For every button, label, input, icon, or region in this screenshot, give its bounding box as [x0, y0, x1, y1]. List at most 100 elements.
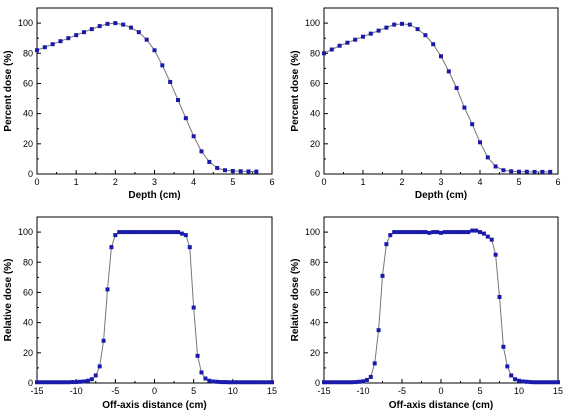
profile-left-data-point [176, 230, 180, 235]
profile-right-data-point [349, 380, 354, 385]
profile-right-x-tick-label: -15 [317, 386, 330, 396]
pdd-left-data-point [246, 169, 251, 174]
pdd-right-data-point [337, 43, 342, 48]
profile-left-data-point [89, 377, 94, 382]
profile-left-data-point [35, 380, 39, 385]
pdd-right-data-point [361, 34, 365, 39]
profile-left-data-point [50, 380, 55, 385]
profile-right-data-point [384, 242, 389, 247]
pdd-right-data-point [439, 54, 443, 59]
pdd-left-data-point [199, 149, 204, 154]
profile-right-data-point [520, 379, 525, 384]
profile-left-data-point [223, 380, 227, 385]
pdd-right-data-point [478, 140, 482, 145]
profile-right-data-point [485, 234, 490, 239]
pdd-right-data-point [415, 27, 420, 32]
profile-right-data-point [556, 380, 560, 385]
profile-right-ylabel: Relative dose (%) [290, 259, 301, 342]
pdd-left-data-point [42, 45, 47, 50]
pdd-right-data-point [454, 85, 459, 90]
profile-left-data-point [262, 380, 267, 385]
profile-right-data-point [345, 380, 350, 385]
pdd-right-data-point [501, 168, 506, 173]
pdd-right-data-point [392, 22, 397, 27]
profile-right-data-point [517, 378, 521, 383]
profile-right-x-tick-label: -10 [356, 386, 369, 396]
profile-left-y-tick-label: 80 [23, 257, 33, 267]
profile-right-data-point [548, 380, 553, 385]
profile-left-data-point [183, 233, 188, 238]
profile-left-data-point [82, 379, 86, 384]
profile-right-data-point [333, 380, 338, 385]
pdd-left-data-point [97, 24, 102, 29]
pdd-left-y-tick-label: 0 [28, 169, 33, 179]
profile-left-x-tick-label: 5 [191, 386, 196, 396]
profile-left-data-point [70, 380, 75, 385]
pdd-right-x-tick-label: 0 [321, 177, 326, 187]
profile-right-data-point [380, 273, 385, 278]
pdd-left-data-point [183, 116, 188, 121]
profile-left-data-point [132, 230, 137, 235]
profile-left-x-tick-label: -10 [70, 386, 83, 396]
pdd-left-data-point [50, 42, 55, 47]
panel-profile-left: Off-axis distance (cm) Relative dose (%)… [3, 216, 277, 411]
pdd-right-ylabel: Percent dose (%) [290, 50, 301, 131]
profile-right-data-point [439, 230, 443, 235]
profile-left-x-tick-label: -15 [30, 386, 43, 396]
profile-right-data-point [341, 380, 346, 385]
profile-left-data-point [129, 230, 133, 235]
profile-right-data-point [400, 230, 404, 235]
pdd-right-data-point [485, 155, 490, 160]
profile-left-data-point [117, 230, 122, 235]
pdd-right-data-point [493, 164, 498, 169]
profile-right-data-point [431, 230, 436, 235]
pdd-left-xlabel: Depth (cm) [128, 190, 180, 201]
profile-left-data-point [246, 380, 251, 385]
pdd-left-ylabel: Percent dose (%) [3, 50, 14, 131]
profile-right-data-point [427, 230, 432, 235]
pdd-left-data-point [207, 159, 212, 164]
pdd-right-data-point [462, 105, 467, 110]
profile-right-y-tick-label: 0 [315, 378, 320, 388]
pdd-right-y-tick-label: 100 [305, 18, 320, 28]
profile-left-data-point [97, 364, 102, 369]
profile-left-data-point [144, 230, 149, 235]
profile-left-data-point [207, 378, 212, 383]
profile-right-data-point [552, 380, 557, 385]
panel-pdd-left: Depth (cm) Percent dose (%) 0 1 2 3 4 5 602040… [3, 7, 275, 201]
profile-right-data-point [388, 233, 393, 238]
pdd-left-x-tick-label: 1 [74, 177, 79, 187]
pdd-right-x-tick-label: 6 [555, 177, 560, 187]
pdd-right-data-point [376, 28, 381, 33]
profile-right-x-tick-label: 10 [514, 386, 524, 396]
pdd-right-data-point [548, 169, 553, 174]
profile-right-data-point [532, 380, 537, 385]
pdd-left-data-point [136, 30, 141, 35]
profile-right-data-point [322, 380, 326, 385]
profile-right-y-tick-label: 60 [310, 287, 320, 297]
pdd-left-y-tick-label: 20 [23, 139, 33, 149]
pdd-left-data-point [176, 98, 180, 103]
profile-right-data-point [493, 252, 498, 257]
pdd-right-x-tick-label: 3 [438, 177, 443, 187]
pdd-right-data-point [446, 69, 451, 74]
profile-left-data-point [136, 230, 141, 235]
pdd-left-data-point [74, 33, 79, 38]
profile-right-data-point [372, 361, 377, 366]
profile-right-data-point [466, 230, 471, 235]
pdd-left-y-tick-label: 40 [23, 109, 33, 119]
profile-right-data-point [364, 377, 369, 382]
profile-right-data-point [489, 237, 494, 242]
profile-left-data-point [78, 379, 83, 384]
pdd-left-data-point [66, 36, 71, 41]
profile-left-data-point [46, 380, 51, 385]
profile-right-data-point [435, 230, 440, 235]
profile-left-data-point [125, 230, 130, 235]
pdd-right-data-point [353, 37, 358, 42]
pdd-left-x-tick-label: 6 [269, 177, 274, 187]
pdd-right-data-point [322, 51, 326, 56]
profile-left-data-point [179, 231, 184, 236]
pdd-right-data-point [540, 169, 545, 174]
profile-right-data-point [325, 380, 330, 385]
pdd-right-data-point [407, 22, 412, 27]
